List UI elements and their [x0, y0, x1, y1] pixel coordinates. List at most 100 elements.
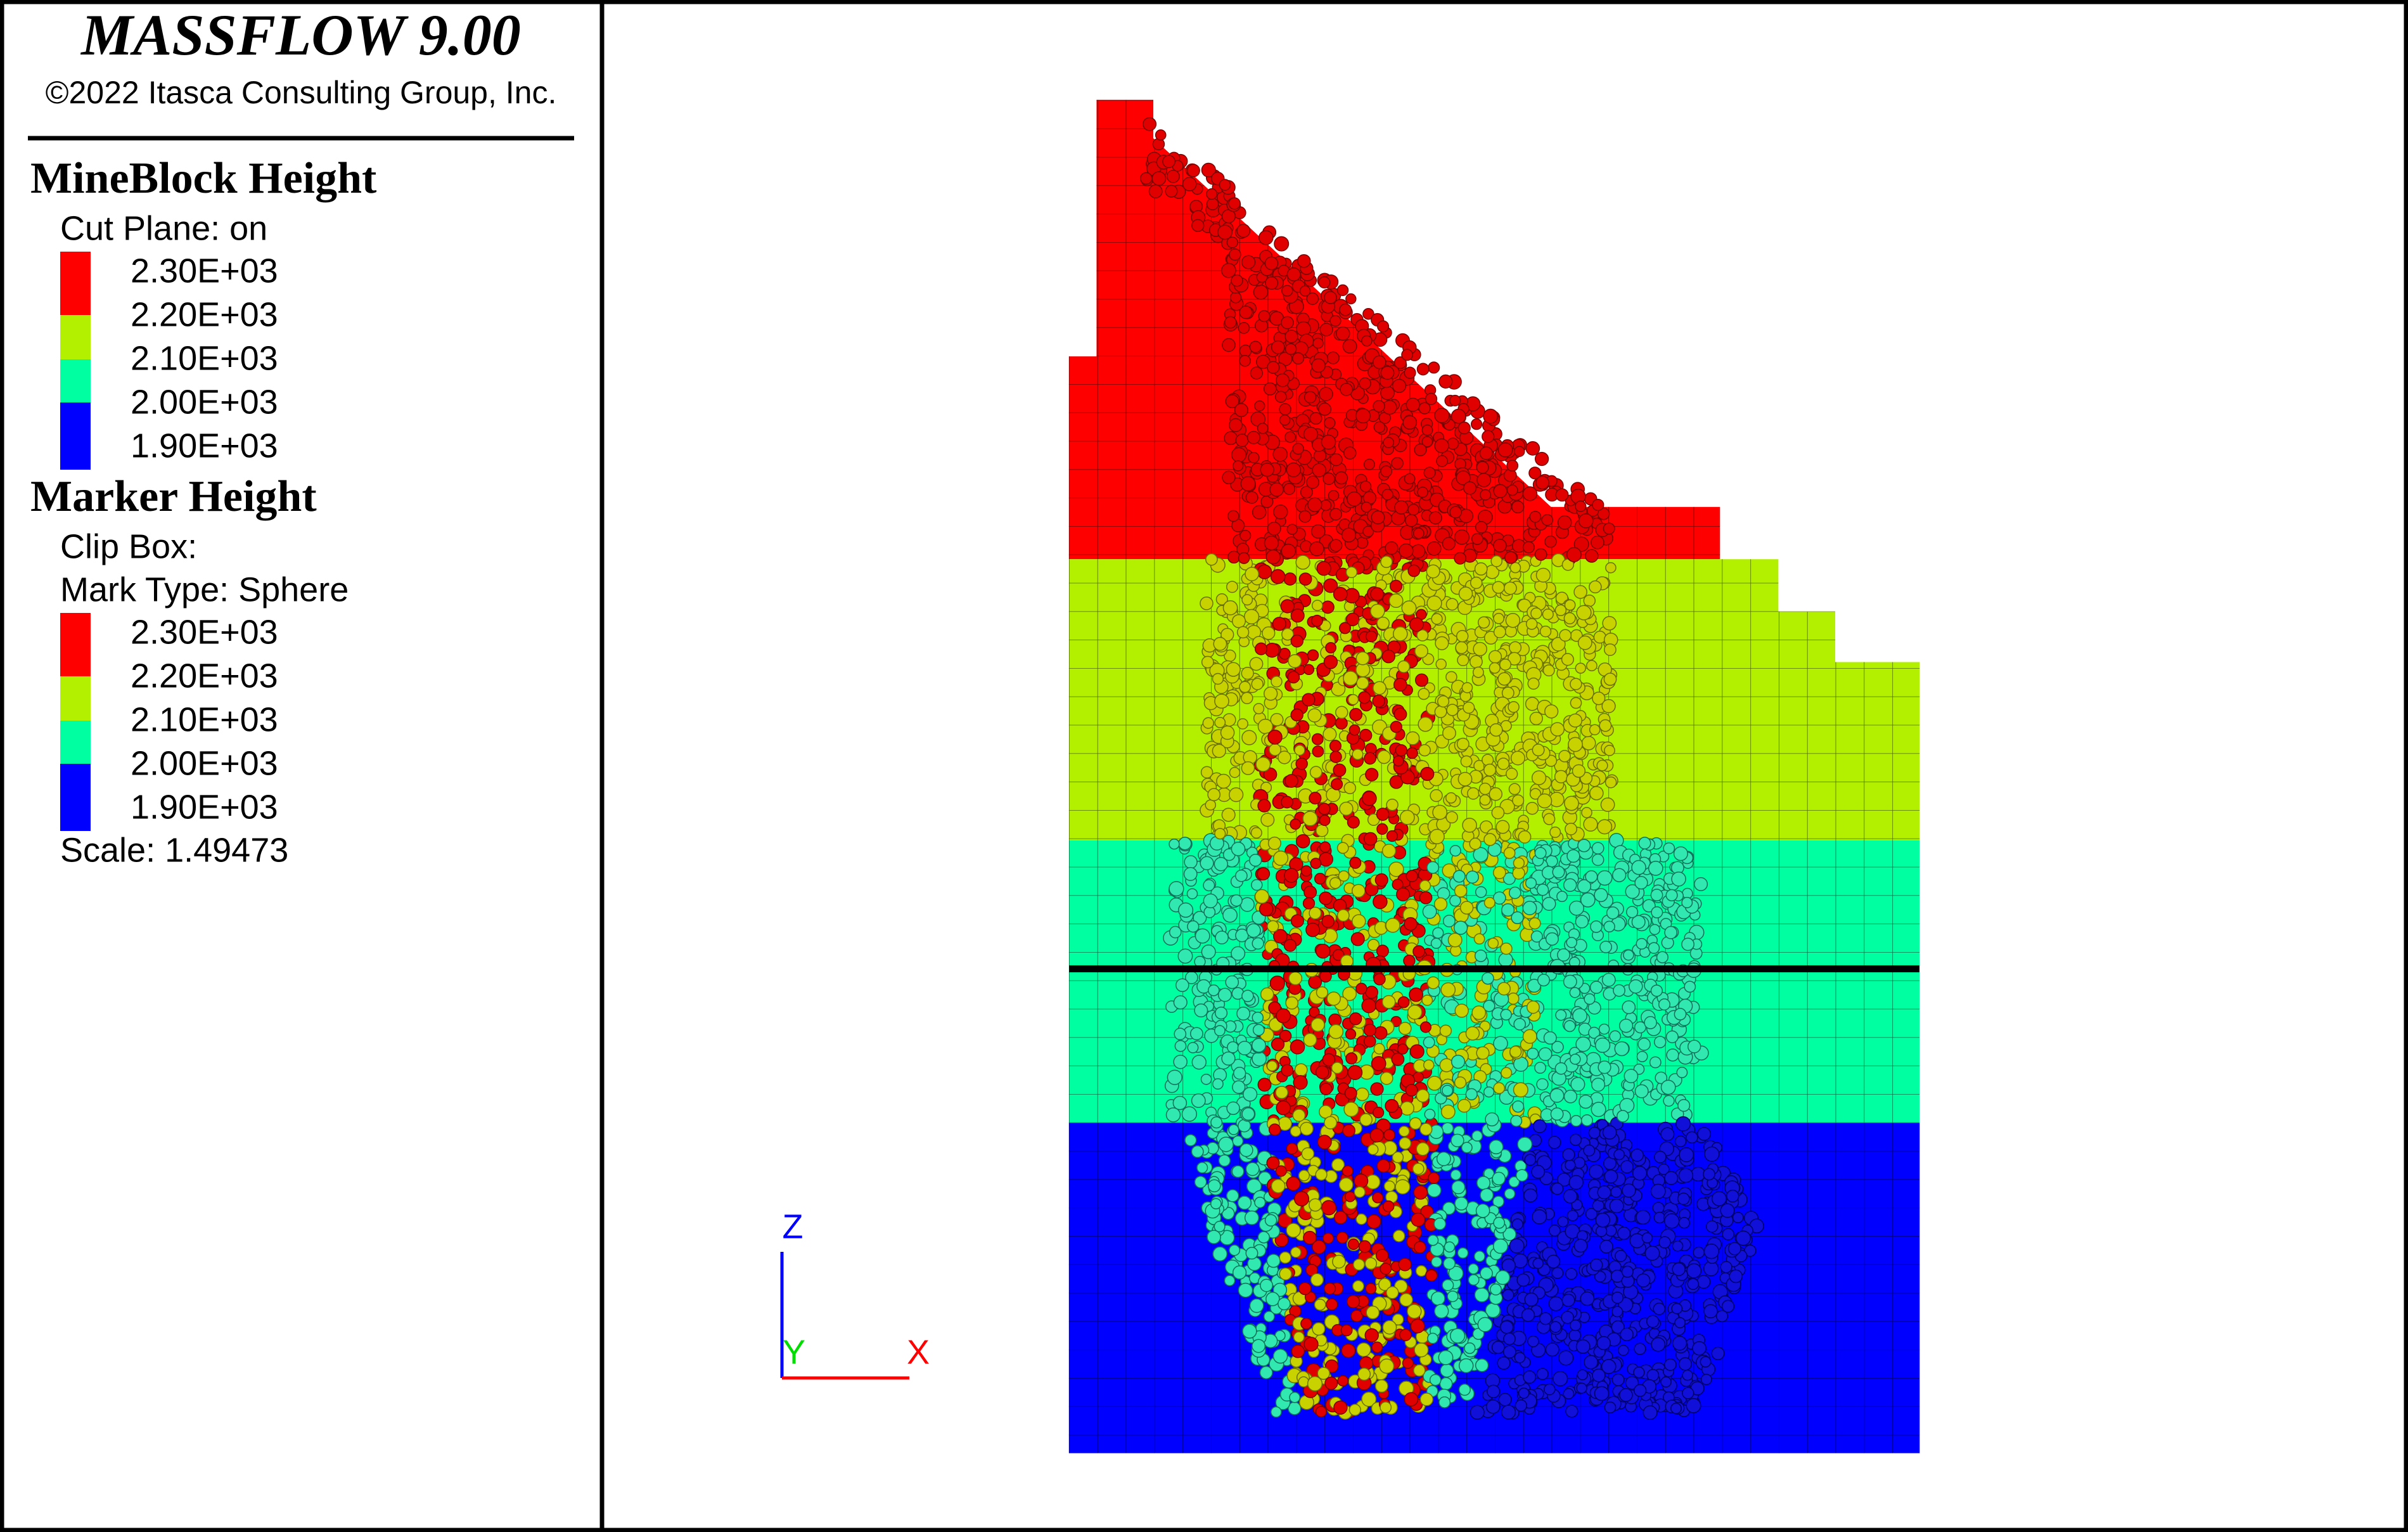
particle	[1302, 693, 1316, 707]
particle	[1414, 673, 1429, 687]
particle	[1592, 498, 1604, 512]
particle	[1242, 1323, 1257, 1339]
particle	[1538, 1047, 1553, 1061]
particle	[1386, 798, 1399, 811]
particle	[1548, 1296, 1564, 1311]
particle	[1547, 1136, 1561, 1149]
particle	[1416, 1089, 1430, 1103]
particle	[1636, 1209, 1651, 1225]
particle	[1513, 857, 1525, 869]
particle	[1463, 701, 1475, 714]
particle	[1238, 1282, 1253, 1298]
particle	[1599, 941, 1613, 953]
particle	[1729, 1269, 1743, 1284]
particle	[1462, 818, 1477, 833]
particle	[1340, 1324, 1353, 1337]
legend-label: 2.20E+03	[131, 657, 278, 695]
particle	[1613, 984, 1625, 997]
particle	[1267, 361, 1280, 374]
particle	[1262, 626, 1276, 640]
particle	[1442, 537, 1456, 551]
particle	[1162, 155, 1176, 169]
particle	[1392, 1151, 1404, 1164]
particle	[1664, 1171, 1679, 1185]
particle	[1374, 873, 1388, 887]
particle	[1380, 1263, 1392, 1275]
particle	[1563, 1388, 1575, 1400]
particle	[1483, 408, 1499, 424]
particle	[1365, 768, 1379, 782]
particle	[1597, 819, 1613, 835]
particle	[1307, 649, 1319, 661]
particle	[1537, 974, 1550, 987]
particle	[1269, 482, 1284, 497]
particle	[1167, 1069, 1182, 1085]
particle	[1649, 924, 1661, 936]
particle	[1286, 267, 1301, 281]
particle	[1557, 1216, 1569, 1228]
particle	[1309, 792, 1322, 805]
particle	[1231, 614, 1246, 629]
particle	[1487, 937, 1499, 949]
particle	[1342, 1124, 1355, 1138]
particle	[1598, 1023, 1610, 1035]
particle	[1267, 920, 1279, 932]
particle	[1396, 887, 1411, 902]
particle	[1405, 1083, 1418, 1097]
particle	[1226, 1101, 1240, 1116]
particle	[1310, 1273, 1324, 1287]
particle	[1351, 884, 1366, 898]
particle	[1318, 402, 1332, 416]
particle	[1284, 431, 1297, 443]
particle	[1193, 911, 1207, 925]
particle	[1298, 572, 1312, 586]
particle	[1172, 1095, 1188, 1110]
particle	[1377, 750, 1392, 764]
particle	[1280, 599, 1295, 614]
particle	[1385, 541, 1399, 555]
particle	[1205, 553, 1218, 566]
particle	[1287, 671, 1300, 684]
particle	[1631, 859, 1646, 875]
particle	[1311, 600, 1323, 612]
particle	[1568, 1175, 1584, 1190]
particle	[1428, 511, 1442, 525]
particle	[1506, 460, 1519, 472]
particle	[1674, 1135, 1687, 1147]
particle	[1392, 378, 1407, 394]
particle	[1231, 1165, 1245, 1178]
particle	[1512, 794, 1525, 807]
particle	[1509, 562, 1521, 574]
particle	[1372, 1192, 1384, 1204]
particle	[1452, 870, 1466, 883]
particle	[1421, 424, 1433, 436]
particle	[1367, 939, 1380, 951]
particle	[1184, 1134, 1197, 1147]
particle	[1232, 460, 1244, 472]
particle	[1426, 541, 1442, 556]
particle	[1237, 1040, 1252, 1056]
particle	[1239, 1143, 1253, 1157]
particle	[1407, 564, 1421, 577]
particle	[1318, 276, 1331, 289]
particle	[1498, 1393, 1512, 1406]
particle	[1457, 653, 1470, 667]
particle	[1503, 581, 1517, 595]
particle	[1380, 1401, 1392, 1413]
particle	[1511, 1100, 1525, 1113]
particle	[1597, 1185, 1611, 1200]
particle	[1663, 842, 1675, 854]
particle	[1352, 1280, 1364, 1292]
particle	[1449, 894, 1461, 907]
particle	[1371, 510, 1385, 525]
particle	[1240, 476, 1256, 492]
particle	[1649, 1056, 1662, 1069]
particle	[1672, 1336, 1688, 1351]
particle	[1565, 1268, 1578, 1280]
particle	[1634, 1384, 1647, 1397]
particle	[1321, 434, 1336, 450]
particle	[1214, 1025, 1226, 1036]
particle	[1671, 1303, 1683, 1315]
particle	[1681, 937, 1695, 951]
